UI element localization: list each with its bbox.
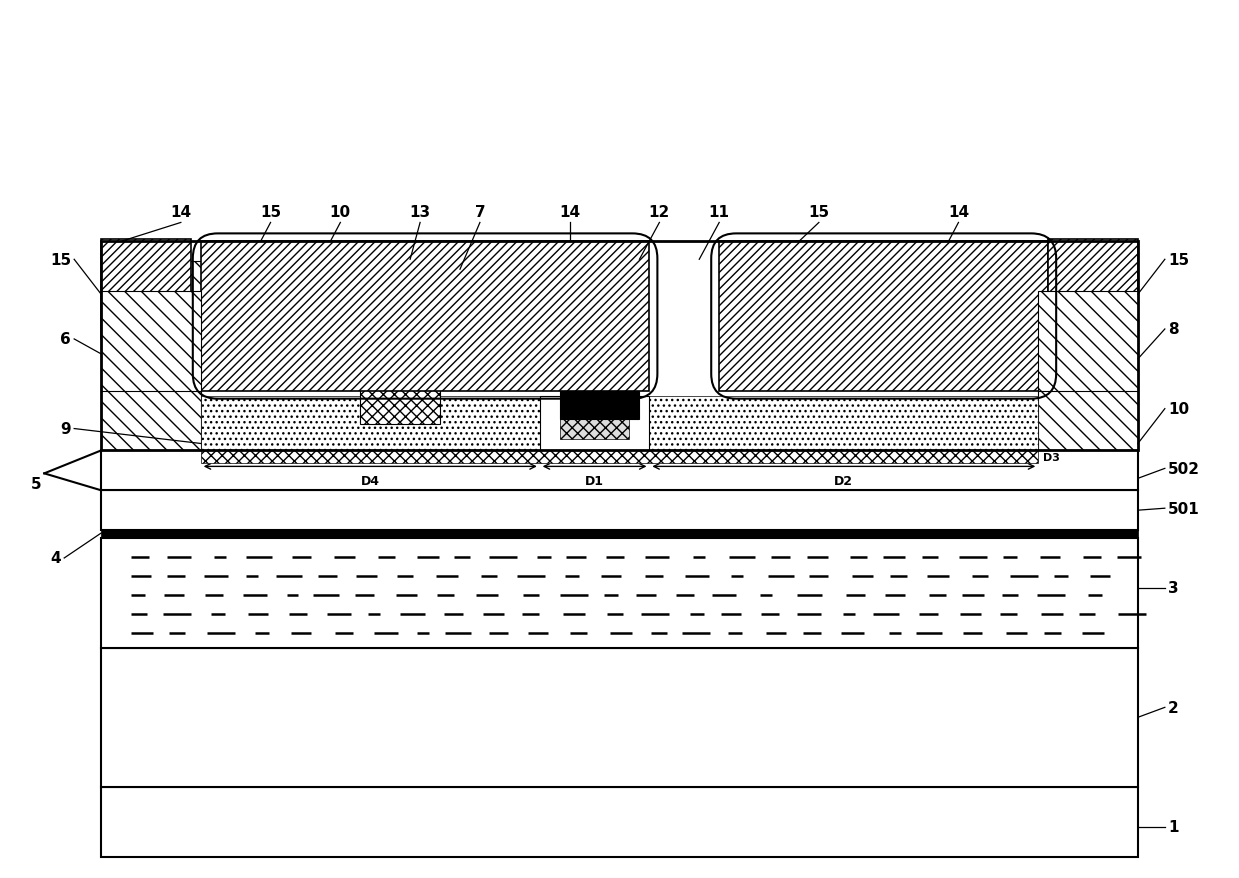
Text: 9: 9 xyxy=(61,421,71,436)
Text: D2: D2 xyxy=(834,475,854,488)
Text: 10: 10 xyxy=(1168,401,1189,417)
Text: 11: 11 xyxy=(709,205,730,220)
Bar xyxy=(102,451,1137,491)
Bar xyxy=(1038,262,1137,451)
Text: 502: 502 xyxy=(1168,461,1199,477)
Bar xyxy=(1038,291,1137,392)
Text: 15: 15 xyxy=(808,205,829,220)
Bar xyxy=(102,538,1137,648)
Text: D4: D4 xyxy=(361,475,380,488)
Text: 501: 501 xyxy=(1168,501,1199,516)
Bar xyxy=(560,392,639,419)
Text: 3: 3 xyxy=(1168,580,1178,595)
Bar xyxy=(102,291,201,392)
Text: 6: 6 xyxy=(61,332,71,347)
Bar xyxy=(201,242,649,392)
Bar xyxy=(102,491,1137,530)
Text: 14: 14 xyxy=(170,205,191,220)
Text: 15: 15 xyxy=(260,205,281,220)
Bar xyxy=(649,396,1038,451)
Text: 5: 5 xyxy=(31,476,41,492)
Bar xyxy=(1048,240,1137,340)
Bar xyxy=(102,648,1137,787)
Text: 15: 15 xyxy=(1168,253,1189,268)
Text: Ld: Ld xyxy=(634,416,649,426)
Text: 14: 14 xyxy=(559,205,580,220)
Text: 15: 15 xyxy=(50,253,71,268)
Bar xyxy=(201,451,1038,464)
Text: 8: 8 xyxy=(1168,322,1178,337)
Text: 14: 14 xyxy=(948,205,969,220)
Bar xyxy=(719,242,1048,392)
Bar xyxy=(102,787,1137,857)
Text: 4: 4 xyxy=(51,551,61,565)
Bar xyxy=(102,262,201,451)
Bar xyxy=(540,396,649,451)
Text: 1: 1 xyxy=(1168,819,1178,834)
Text: 10: 10 xyxy=(330,205,351,220)
Text: L: L xyxy=(605,430,612,440)
Text: 13: 13 xyxy=(410,205,431,220)
Bar xyxy=(102,242,1137,451)
Text: 2: 2 xyxy=(1168,700,1178,715)
Text: D1: D1 xyxy=(585,475,605,488)
Text: 7: 7 xyxy=(475,205,486,220)
Text: 12: 12 xyxy=(649,205,670,220)
Text: D3: D3 xyxy=(1043,453,1061,463)
Bar xyxy=(102,240,191,340)
Bar xyxy=(560,419,629,439)
Bar xyxy=(102,530,1137,538)
Bar xyxy=(201,396,540,451)
Bar xyxy=(361,355,440,424)
